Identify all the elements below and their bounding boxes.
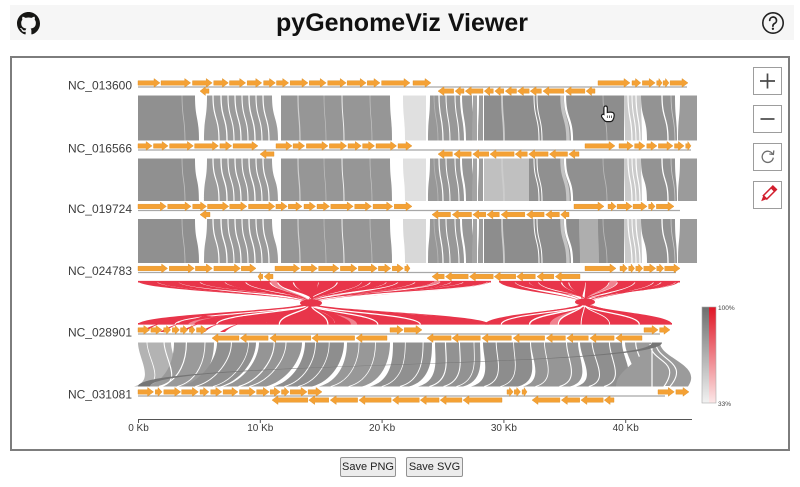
svg-text:NC_024783: NC_024783 xyxy=(68,264,132,278)
svg-text:NC_028901: NC_028901 xyxy=(68,326,132,340)
svg-text:NC_016566: NC_016566 xyxy=(68,142,132,156)
svg-text:100%: 100% xyxy=(718,305,735,312)
svg-text:10 Kb: 10 Kb xyxy=(247,423,274,434)
svg-text:33%: 33% xyxy=(718,401,731,408)
svg-text:NC_031081: NC_031081 xyxy=(68,388,132,402)
svg-text:40 Kb: 40 Kb xyxy=(613,423,640,434)
svg-text:NC_019724: NC_019724 xyxy=(68,202,132,216)
svg-text:0 Kb: 0 Kb xyxy=(128,423,149,434)
svg-text:30 Kb: 30 Kb xyxy=(491,423,518,434)
svg-text:NC_013600: NC_013600 xyxy=(68,79,132,93)
svg-text:20 Kb: 20 Kb xyxy=(369,423,396,434)
